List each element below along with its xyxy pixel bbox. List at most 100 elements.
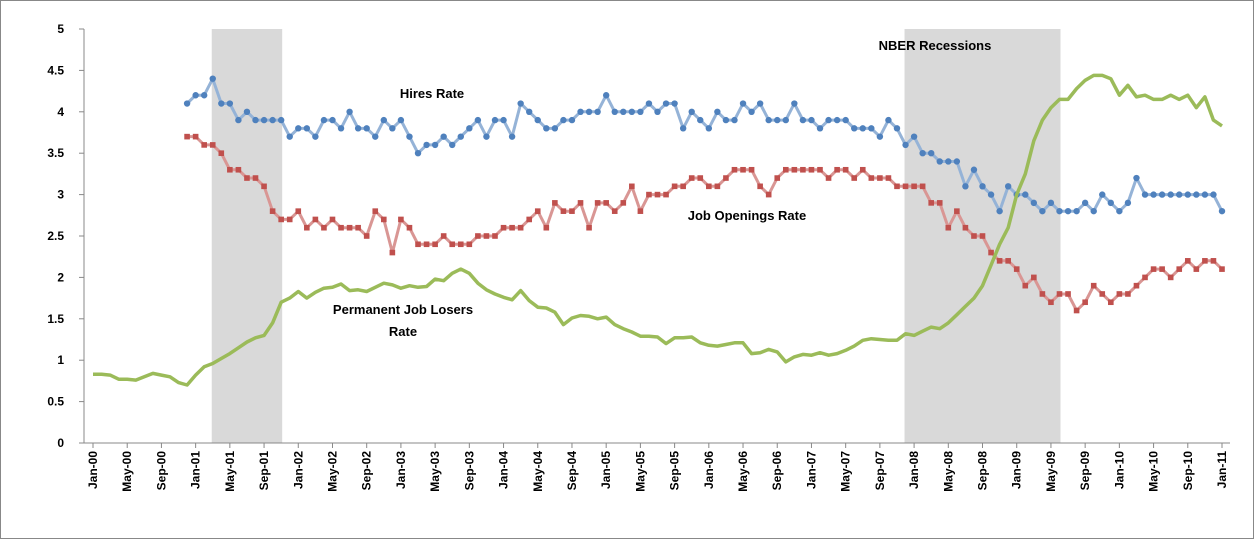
point — [431, 141, 439, 149]
point — [714, 108, 721, 116]
point — [757, 183, 763, 190]
point — [1116, 291, 1123, 297]
point — [329, 116, 336, 124]
point — [449, 241, 456, 248]
x-tick-label: Sep-05 — [668, 451, 682, 491]
point — [414, 150, 422, 157]
point — [457, 241, 464, 248]
point — [560, 208, 567, 214]
point — [440, 133, 447, 140]
point — [1056, 291, 1063, 297]
point — [799, 116, 807, 124]
point — [1030, 199, 1038, 207]
point — [1039, 207, 1046, 215]
point — [987, 191, 995, 198]
point — [415, 241, 421, 248]
annotation: Hires Rate — [400, 86, 464, 101]
point — [1201, 191, 1209, 198]
point — [235, 116, 242, 124]
point — [1004, 183, 1012, 190]
point — [200, 92, 208, 99]
point — [1193, 266, 1200, 272]
point — [355, 224, 361, 231]
point — [842, 116, 849, 124]
point — [1047, 199, 1055, 207]
x-tick-label: May-09 — [1044, 451, 1058, 492]
x-tick-label: Sep-08 — [976, 451, 990, 491]
point — [526, 108, 533, 116]
point — [1176, 266, 1183, 272]
point — [774, 175, 781, 181]
point — [663, 191, 669, 198]
point — [654, 191, 661, 198]
point — [791, 166, 798, 173]
point — [800, 166, 806, 173]
point — [1013, 266, 1020, 272]
x-tick-label: May-08 — [941, 451, 955, 492]
y-tick-label: 3.5 — [47, 146, 64, 160]
point — [552, 200, 558, 206]
point — [919, 183, 926, 190]
point — [1167, 274, 1174, 281]
point — [988, 249, 994, 256]
point — [184, 133, 190, 140]
point — [953, 158, 961, 165]
point — [748, 108, 755, 116]
point — [945, 158, 952, 165]
point — [304, 224, 310, 231]
point — [260, 116, 268, 124]
y-tick-label: 1 — [57, 353, 64, 367]
point — [209, 75, 216, 82]
x-tick-label: Sep-00 — [154, 451, 168, 491]
point — [218, 150, 225, 156]
point — [337, 125, 345, 132]
point — [611, 108, 618, 116]
point — [868, 175, 875, 181]
point — [492, 233, 498, 239]
point — [1202, 258, 1208, 264]
point — [466, 125, 473, 132]
point — [637, 208, 644, 214]
point — [1005, 258, 1011, 264]
point — [1073, 207, 1080, 215]
point — [269, 116, 276, 124]
point — [475, 233, 481, 239]
point — [1142, 274, 1148, 281]
y-tick-label: 2 — [57, 270, 64, 284]
point — [500, 224, 507, 231]
point — [645, 100, 653, 107]
point — [1031, 274, 1037, 281]
y-tick-label: 5 — [57, 22, 64, 36]
point — [654, 108, 661, 116]
point — [748, 166, 755, 173]
y-tick-label: 1.5 — [47, 312, 64, 326]
point — [1108, 299, 1114, 306]
point — [449, 141, 456, 149]
point — [1158, 191, 1166, 198]
point — [466, 241, 473, 248]
point — [706, 183, 712, 190]
x-tick-label: Sep-09 — [1078, 451, 1092, 491]
point — [372, 208, 379, 214]
point — [637, 108, 644, 116]
point — [560, 116, 567, 124]
point — [628, 108, 636, 116]
point — [277, 116, 285, 124]
x-tick-label: Sep-06 — [770, 451, 784, 491]
point — [679, 125, 687, 132]
point — [183, 100, 191, 107]
point — [731, 166, 738, 173]
point — [218, 100, 225, 107]
point — [876, 133, 884, 140]
x-tick-label: Jan-01 — [189, 451, 203, 489]
point — [808, 116, 815, 124]
point — [1039, 291, 1046, 297]
point — [962, 183, 969, 190]
point — [1184, 258, 1191, 264]
point — [1073, 307, 1080, 314]
point — [782, 116, 789, 124]
point — [979, 233, 986, 239]
point — [629, 183, 635, 190]
point — [252, 116, 259, 124]
